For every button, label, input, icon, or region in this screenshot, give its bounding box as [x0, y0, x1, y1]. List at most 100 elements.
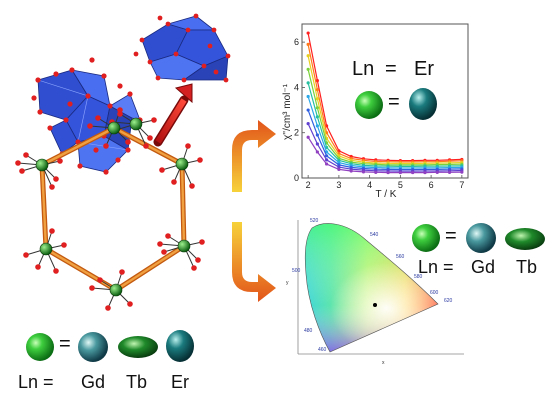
legend-bottom-tb: Tb [126, 372, 148, 392]
oxygen-atom [53, 71, 59, 77]
ligand-atom [95, 115, 101, 121]
gd-sphere-icon [78, 332, 108, 362]
series-8-point [361, 170, 366, 174]
series-line-8 [307, 136, 462, 174]
cie-chromaticity-diagram: 520 540 560 580 600 620 500 480 460 y x [286, 218, 464, 366]
series-6-point [306, 108, 310, 112]
series-8-point [411, 170, 415, 175]
oxygen-atom [147, 59, 153, 65]
oxygen-atom [67, 101, 73, 107]
series-8-point [315, 150, 319, 154]
ligand-atom [157, 241, 163, 247]
lanthanide-atom [107, 121, 121, 135]
oxygen-atom [223, 77, 229, 83]
ligand-atom [23, 152, 29, 158]
lanthanide-atom [109, 283, 123, 297]
x-tick-label: 3 [336, 180, 341, 190]
ligand-atom [53, 268, 59, 274]
series-line-0 [307, 32, 462, 162]
cie-wl-520: 520 [310, 218, 319, 224]
legend-tr-ln-label: Ln [352, 58, 375, 80]
oxygen-atom [115, 157, 121, 163]
legend-tr-equals: = [385, 58, 397, 80]
series-2-point [306, 54, 310, 58]
ligand-atom [189, 183, 195, 189]
oxygen-atom [207, 43, 213, 49]
series-8-point [324, 162, 329, 166]
series-1-point [315, 88, 319, 92]
ln-sphere-icon [26, 333, 54, 361]
series-line-1 [307, 44, 462, 163]
oxygen-atom [165, 21, 171, 27]
legend-bottom-ln-label: Ln = [18, 372, 54, 392]
oxygen-atom [201, 63, 207, 69]
oxygen-atom [127, 91, 133, 97]
series-8-point [435, 170, 439, 174]
arrow-to-magnetic-plot [232, 120, 276, 192]
series-line-3 [307, 69, 462, 166]
series-8-point [423, 170, 427, 175]
oxygen-atom [31, 95, 37, 101]
lanthanide-atom [175, 157, 189, 171]
ligand-atom [87, 123, 93, 129]
series-7-point [315, 142, 319, 146]
oxygen-atom [211, 27, 217, 33]
series-5-point [337, 161, 341, 165]
ligand-atom [89, 285, 95, 291]
ligand-atom [171, 179, 177, 185]
coordination-ligands [15, 107, 205, 311]
ligand-atom [159, 167, 165, 173]
ligand-atom [105, 305, 111, 311]
oxygen-atom [77, 163, 83, 169]
cie-wl-560: 560 [396, 254, 405, 260]
series-1-point [306, 42, 310, 46]
oxygen-atom [173, 51, 179, 57]
oxygen-atom [63, 117, 69, 123]
ligand-atom [97, 277, 103, 283]
gd-sphere-icon-mid-right [466, 223, 496, 253]
series-8-point [374, 170, 378, 174]
small-cluster [141, 15, 229, 81]
ligand-atom [103, 143, 109, 149]
series-8-point [337, 167, 341, 171]
ln-sphere-icon-mid-right [412, 224, 440, 252]
series-line-7 [307, 123, 462, 172]
y-tick-label: 4 [294, 82, 299, 92]
ligand-atom [191, 265, 197, 271]
oxygen-atom [47, 125, 53, 131]
series-8-point [460, 170, 464, 174]
ligand-atom [35, 264, 41, 270]
oxygen-atom [35, 77, 41, 83]
oxygen-atom [117, 83, 123, 89]
ligand-atom [161, 249, 167, 255]
cie-axis-y-label: y [286, 280, 289, 286]
legend-tr-er: Er [414, 58, 434, 80]
oxygen-atom [185, 27, 191, 33]
y-tick-label: 2 [294, 128, 299, 138]
x-tick-label: 4 [367, 180, 372, 190]
series-7-point [306, 122, 310, 126]
ligand-atom [15, 160, 21, 166]
cie-wl-540: 540 [370, 232, 379, 238]
cie-wl-580: 580 [414, 274, 423, 280]
series-6-point [324, 154, 329, 158]
series-7-point [337, 165, 341, 169]
ligand-atom [127, 301, 133, 307]
cie-wl-620: 620 [444, 298, 453, 304]
er-ellipsoid-icon [166, 330, 194, 362]
series-4-point [315, 115, 319, 119]
er-ellipsoid-icon-top-right [409, 88, 437, 120]
ligand-atom [53, 176, 59, 182]
series-8-point [447, 170, 452, 174]
oxygen-atom [37, 109, 43, 115]
legend-tr-equals-2: = [388, 91, 400, 113]
ligand-atom [197, 157, 203, 163]
tb-ellipsoid-icon-mid-right [505, 228, 545, 250]
series-2-point [315, 97, 319, 101]
polyoxometalate-cluster [37, 69, 141, 173]
oxygen-atom [225, 53, 231, 59]
ligand-atom [151, 117, 157, 123]
oxygen-atom [103, 169, 109, 175]
series-7-point [324, 158, 329, 162]
